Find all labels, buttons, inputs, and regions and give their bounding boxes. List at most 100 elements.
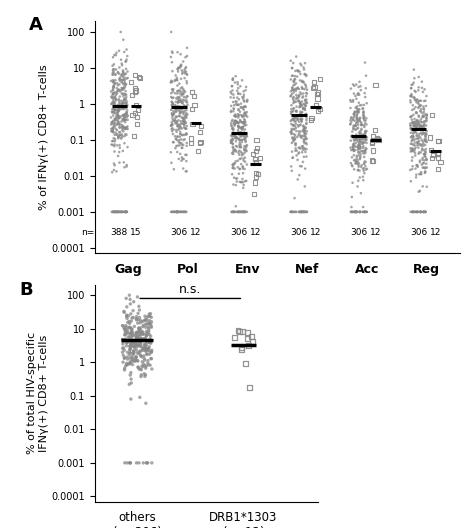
Point [238,175,246,183]
Point [168,77,175,85]
Point [183,98,191,107]
Point [182,106,190,115]
Point [288,129,295,137]
Point [408,84,415,92]
Point [140,370,148,378]
Point [242,138,249,146]
Point [243,98,251,106]
Point [181,65,188,74]
Point [230,111,238,120]
Point [423,112,430,120]
Point [119,338,127,346]
Point [417,117,424,126]
Point [292,114,299,122]
Point [231,334,238,342]
Point [243,108,251,116]
Point [354,108,361,116]
Point [116,120,123,128]
Point [234,80,242,89]
Point [115,95,123,103]
Point [128,331,136,340]
Point [303,145,310,153]
Point [416,158,424,166]
Point [182,102,190,110]
Point [120,116,128,124]
Point [287,162,295,171]
Point [111,109,118,117]
Point [180,101,188,109]
Point [351,134,359,142]
Point [175,136,183,145]
Point [138,362,146,370]
Point [109,141,117,149]
Point [292,67,299,75]
Point [122,208,129,216]
Point [139,329,147,338]
Point [353,135,361,144]
Point [233,177,241,186]
Point [147,313,155,322]
Point [407,121,414,130]
Point [180,136,187,144]
Point [236,122,243,131]
Point [231,164,238,173]
Point [293,116,301,124]
Point [411,121,419,129]
Point [417,170,424,178]
Point [128,379,135,387]
Point [177,95,184,103]
Point [242,146,250,154]
Point [415,118,422,127]
Point [113,167,120,176]
Point [298,208,306,216]
Point [414,117,421,125]
Point [256,154,264,162]
Point [346,96,354,105]
Point [298,134,305,142]
Point [111,137,118,145]
Point [124,112,131,120]
Point [417,129,425,137]
Point [415,125,423,134]
Point [135,324,143,332]
Point [139,459,147,467]
Point [347,104,355,112]
Point [176,97,184,105]
Point [300,78,307,86]
Point [228,117,236,125]
Point [119,322,127,330]
Point [180,90,187,98]
Point [348,208,356,216]
Point [347,203,355,211]
Point [407,147,415,156]
Point [417,208,424,216]
Point [175,93,183,101]
Point [121,124,128,132]
Point [179,144,186,152]
Point [415,140,423,149]
Point [120,308,128,316]
Point [176,107,183,116]
Point [415,103,422,112]
Point [420,208,428,216]
Point [109,86,117,95]
Point [137,352,145,360]
Point [143,332,150,340]
Point [362,84,370,92]
Point [126,360,133,368]
Point [123,102,131,110]
Point [357,126,365,135]
Point [356,114,364,122]
Point [356,117,364,126]
Point [412,208,420,216]
Point [233,101,241,109]
Point [115,107,123,116]
Point [125,317,133,326]
Point [168,109,176,117]
Point [121,326,129,334]
Point [421,141,429,149]
Point [421,125,428,133]
Point [354,182,361,191]
Point [290,130,298,138]
Point [227,137,235,145]
